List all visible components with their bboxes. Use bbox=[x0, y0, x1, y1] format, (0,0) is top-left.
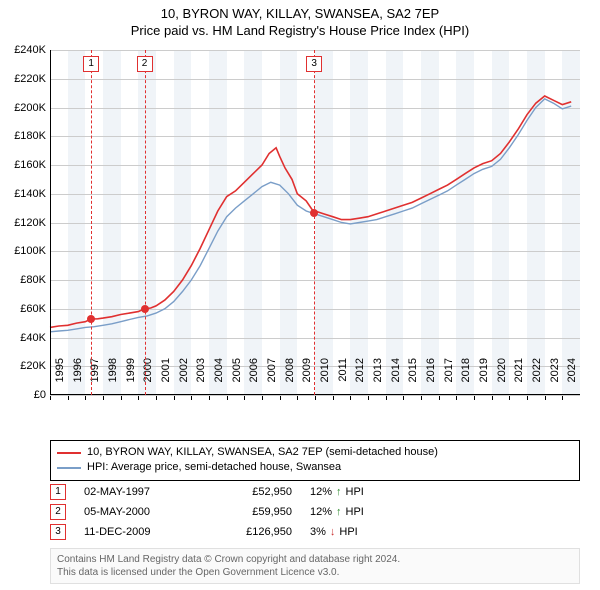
title-line-1: 10, BYRON WAY, KILLAY, SWANSEA, SA2 7EP bbox=[0, 6, 600, 23]
event-date: 05-MAY-2000 bbox=[84, 506, 194, 518]
event-hpi-label: HPI bbox=[346, 506, 364, 518]
x-tick-label: 2019 bbox=[478, 358, 490, 398]
event-hpi: 3% ↓ HPI bbox=[310, 526, 358, 538]
event-vline-label: 2 bbox=[137, 56, 153, 72]
x-tick-label: 2011 bbox=[337, 358, 349, 398]
legend-swatch bbox=[57, 452, 81, 454]
x-tick-label: 2023 bbox=[549, 358, 561, 398]
y-tick-label: £0 bbox=[0, 389, 46, 401]
y-tick-label: £200K bbox=[0, 102, 46, 114]
event-vline-label: 3 bbox=[306, 56, 322, 72]
event-marker bbox=[141, 305, 149, 313]
event-pct: 12% bbox=[310, 486, 332, 498]
event-pct: 3% bbox=[310, 526, 326, 538]
y-tick-label: £140K bbox=[0, 188, 46, 200]
event-price: £126,950 bbox=[212, 526, 292, 538]
x-tick-label: 2006 bbox=[248, 358, 260, 398]
event-price: £59,950 bbox=[212, 506, 292, 518]
x-tick-label: 1995 bbox=[54, 358, 66, 398]
event-row: 2 05-MAY-2000 £59,950 12% ↑ HPI bbox=[50, 504, 580, 520]
y-tick-label: £160K bbox=[0, 159, 46, 171]
x-tick-label: 2007 bbox=[266, 358, 278, 398]
events-table: 1 02-MAY-1997 £52,950 12% ↑ HPI 2 05-MAY-2000… bbox=[50, 484, 580, 544]
y-axis bbox=[50, 50, 51, 395]
x-tick-label: 2024 bbox=[566, 358, 578, 398]
event-vline-label: 1 bbox=[83, 56, 99, 72]
x-tick-label: 2004 bbox=[213, 358, 225, 398]
x-tick-label: 2009 bbox=[301, 358, 313, 398]
y-tick-label: £60K bbox=[0, 303, 46, 315]
y-tick-label: £80K bbox=[0, 274, 46, 286]
arrow-up-icon: ↑ bbox=[336, 506, 342, 518]
event-vline bbox=[314, 50, 315, 395]
legend-item: 10, BYRON WAY, KILLAY, SWANSEA, SA2 7EP … bbox=[57, 445, 573, 460]
x-tick-label: 2021 bbox=[513, 358, 525, 398]
x-tick-label: 2020 bbox=[496, 358, 508, 398]
event-hpi-label: HPI bbox=[346, 486, 364, 498]
footer-line-2: This data is licensed under the Open Gov… bbox=[57, 566, 573, 579]
x-tick-label: 1999 bbox=[125, 358, 137, 398]
y-tick-label: £100K bbox=[0, 245, 46, 257]
x-tick-label: 2014 bbox=[390, 358, 402, 398]
x-tick-label: 1996 bbox=[72, 358, 84, 398]
event-hpi: 12% ↑ HPI bbox=[310, 506, 364, 518]
legend-swatch bbox=[57, 467, 81, 469]
x-tick-label: 2010 bbox=[319, 358, 331, 398]
y-tick-label: £120K bbox=[0, 217, 46, 229]
event-date: 11-DEC-2009 bbox=[84, 526, 194, 538]
x-tick-label: 2005 bbox=[231, 358, 243, 398]
x-tick-label: 2008 bbox=[284, 358, 296, 398]
x-tick-label: 2003 bbox=[195, 358, 207, 398]
legend-item: HPI: Average price, semi-detached house,… bbox=[57, 460, 573, 475]
legend: 10, BYRON WAY, KILLAY, SWANSEA, SA2 7EP … bbox=[50, 440, 580, 481]
chart-title: 10, BYRON WAY, KILLAY, SWANSEA, SA2 7EP … bbox=[0, 0, 600, 40]
legend-label: 10, BYRON WAY, KILLAY, SWANSEA, SA2 7EP … bbox=[87, 445, 438, 460]
event-hpi-label: HPI bbox=[339, 526, 357, 538]
x-tick-label: 2022 bbox=[531, 358, 543, 398]
event-vline bbox=[91, 50, 92, 395]
x-tick-label: 2015 bbox=[407, 358, 419, 398]
event-price: £52,950 bbox=[212, 486, 292, 498]
x-tick-label: 2013 bbox=[372, 358, 384, 398]
event-hpi: 12% ↑ HPI bbox=[310, 486, 364, 498]
x-tick-label: 2016 bbox=[425, 358, 437, 398]
event-row: 1 02-MAY-1997 £52,950 12% ↑ HPI bbox=[50, 484, 580, 500]
x-tick-label: 2017 bbox=[443, 358, 455, 398]
x-tick-label: 2012 bbox=[354, 358, 366, 398]
event-number-box: 3 bbox=[50, 524, 66, 540]
arrow-down-icon: ↓ bbox=[330, 526, 336, 538]
y-tick-label: £240K bbox=[0, 44, 46, 56]
event-marker bbox=[87, 315, 95, 323]
event-pct: 12% bbox=[310, 506, 332, 518]
x-tick-label: 2018 bbox=[460, 358, 472, 398]
legend-label: HPI: Average price, semi-detached house,… bbox=[87, 460, 341, 475]
event-vline bbox=[145, 50, 146, 395]
event-number-box: 2 bbox=[50, 504, 66, 520]
footer-line-1: Contains HM Land Registry data © Crown c… bbox=[57, 553, 573, 566]
x-tick-label: 2001 bbox=[160, 358, 172, 398]
arrow-up-icon: ↑ bbox=[336, 486, 342, 498]
chart-container: 10, BYRON WAY, KILLAY, SWANSEA, SA2 7EP … bbox=[0, 0, 600, 590]
y-tick-label: £40K bbox=[0, 332, 46, 344]
x-tick-label: 2002 bbox=[178, 358, 190, 398]
event-row: 3 11-DEC-2009 £126,950 3% ↓ HPI bbox=[50, 524, 580, 540]
footer-attribution: Contains HM Land Registry data © Crown c… bbox=[50, 548, 580, 584]
y-tick-label: £220K bbox=[0, 73, 46, 85]
title-line-2: Price paid vs. HM Land Registry's House … bbox=[0, 23, 600, 40]
event-number-box: 1 bbox=[50, 484, 66, 500]
y-tick-label: £20K bbox=[0, 360, 46, 372]
x-tick-label: 1998 bbox=[107, 358, 119, 398]
plot-area: £0£20K£40K£60K£80K£100K£120K£140K£160K£1… bbox=[50, 50, 580, 395]
event-marker bbox=[310, 209, 318, 217]
event-date: 02-MAY-1997 bbox=[84, 486, 194, 498]
y-tick-label: £180K bbox=[0, 130, 46, 142]
